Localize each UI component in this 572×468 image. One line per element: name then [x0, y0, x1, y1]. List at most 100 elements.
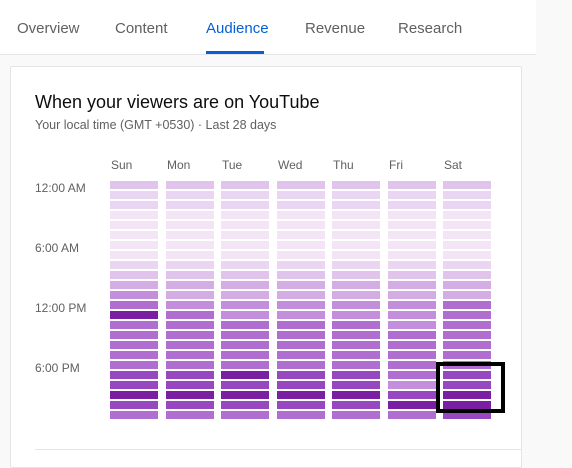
- heatmap-cell-sat-21[interactable]: [443, 391, 491, 399]
- heatmap-cell-wed-4[interactable]: [277, 221, 325, 229]
- heatmap-cell-sun-2[interactable]: [110, 201, 158, 209]
- heatmap-cell-wed-8[interactable]: [277, 261, 325, 269]
- heatmap-cell-fri-8[interactable]: [388, 261, 436, 269]
- heatmap-cell-sun-4[interactable]: [110, 221, 158, 229]
- heatmap-cell-fri-11[interactable]: [388, 291, 436, 299]
- heatmap-cell-thu-22[interactable]: [332, 401, 380, 409]
- heatmap-cell-mon-15[interactable]: [166, 331, 214, 339]
- heatmap-cell-tue-6[interactable]: [221, 241, 269, 249]
- heatmap-cell-mon-19[interactable]: [166, 371, 214, 379]
- heatmap-cell-thu-16[interactable]: [332, 341, 380, 349]
- heatmap-cell-tue-13[interactable]: [221, 311, 269, 319]
- heatmap-cell-thu-4[interactable]: [332, 221, 380, 229]
- heatmap-cell-wed-19[interactable]: [277, 371, 325, 379]
- heatmap-cell-sat-2[interactable]: [443, 201, 491, 209]
- heatmap-cell-sun-9[interactable]: [110, 271, 158, 279]
- heatmap-cell-sun-19[interactable]: [110, 371, 158, 379]
- heatmap-cell-fri-0[interactable]: [388, 181, 436, 189]
- heatmap-cell-mon-6[interactable]: [166, 241, 214, 249]
- heatmap-cell-mon-23[interactable]: [166, 411, 214, 419]
- heatmap-cell-thu-5[interactable]: [332, 231, 380, 239]
- heatmap-cell-wed-7[interactable]: [277, 251, 325, 259]
- heatmap-cell-fri-3[interactable]: [388, 211, 436, 219]
- heatmap-cell-mon-12[interactable]: [166, 301, 214, 309]
- heatmap-cell-fri-13[interactable]: [388, 311, 436, 319]
- heatmap-cell-mon-7[interactable]: [166, 251, 214, 259]
- heatmap-cell-fri-19[interactable]: [388, 371, 436, 379]
- heatmap-cell-sat-15[interactable]: [443, 331, 491, 339]
- heatmap-cell-sun-13[interactable]: [110, 311, 158, 319]
- heatmap-cell-wed-18[interactable]: [277, 361, 325, 369]
- heatmap-cell-thu-19[interactable]: [332, 371, 380, 379]
- heatmap-cell-mon-8[interactable]: [166, 261, 214, 269]
- heatmap-cell-fri-2[interactable]: [388, 201, 436, 209]
- heatmap-cell-sun-3[interactable]: [110, 211, 158, 219]
- heatmap-cell-thu-11[interactable]: [332, 291, 380, 299]
- heatmap-cell-fri-12[interactable]: [388, 301, 436, 309]
- heatmap-cell-wed-6[interactable]: [277, 241, 325, 249]
- heatmap-cell-thu-20[interactable]: [332, 381, 380, 389]
- heatmap-cell-tue-8[interactable]: [221, 261, 269, 269]
- heatmap-cell-thu-12[interactable]: [332, 301, 380, 309]
- heatmap-cell-wed-22[interactable]: [277, 401, 325, 409]
- heatmap-cell-wed-12[interactable]: [277, 301, 325, 309]
- heatmap-cell-thu-21[interactable]: [332, 391, 380, 399]
- heatmap-cell-fri-7[interactable]: [388, 251, 436, 259]
- heatmap-cell-wed-17[interactable]: [277, 351, 325, 359]
- heatmap-cell-thu-14[interactable]: [332, 321, 380, 329]
- heatmap-cell-sat-16[interactable]: [443, 341, 491, 349]
- heatmap-cell-tue-7[interactable]: [221, 251, 269, 259]
- heatmap-cell-fri-14[interactable]: [388, 321, 436, 329]
- tab-research[interactable]: Research: [398, 20, 463, 37]
- heatmap-cell-mon-18[interactable]: [166, 361, 214, 369]
- heatmap-cell-mon-1[interactable]: [166, 191, 214, 199]
- heatmap-cell-sat-7[interactable]: [443, 251, 491, 259]
- heatmap-cell-sat-8[interactable]: [443, 261, 491, 269]
- heatmap-cell-tue-5[interactable]: [221, 231, 269, 239]
- heatmap-cell-sat-19[interactable]: [443, 371, 491, 379]
- heatmap-cell-sun-15[interactable]: [110, 331, 158, 339]
- heatmap-cell-sun-8[interactable]: [110, 261, 158, 269]
- heatmap-cell-sat-20[interactable]: [443, 381, 491, 389]
- heatmap-cell-mon-16[interactable]: [166, 341, 214, 349]
- heatmap-cell-tue-3[interactable]: [221, 211, 269, 219]
- heatmap-cell-fri-18[interactable]: [388, 361, 436, 369]
- tab-audience[interactable]: Audience: [206, 20, 269, 37]
- heatmap-cell-tue-12[interactable]: [221, 301, 269, 309]
- heatmap-cell-fri-10[interactable]: [388, 281, 436, 289]
- heatmap-cell-tue-17[interactable]: [221, 351, 269, 359]
- heatmap-cell-fri-22[interactable]: [388, 401, 436, 409]
- heatmap-cell-tue-9[interactable]: [221, 271, 269, 279]
- heatmap-cell-sat-14[interactable]: [443, 321, 491, 329]
- heatmap-cell-tue-21[interactable]: [221, 391, 269, 399]
- heatmap-cell-sun-10[interactable]: [110, 281, 158, 289]
- heatmap-cell-tue-16[interactable]: [221, 341, 269, 349]
- heatmap-cell-sun-21[interactable]: [110, 391, 158, 399]
- heatmap-cell-sat-13[interactable]: [443, 311, 491, 319]
- heatmap-cell-mon-13[interactable]: [166, 311, 214, 319]
- heatmap-cell-fri-6[interactable]: [388, 241, 436, 249]
- heatmap-cell-sun-14[interactable]: [110, 321, 158, 329]
- heatmap-cell-mon-10[interactable]: [166, 281, 214, 289]
- heatmap-cell-wed-20[interactable]: [277, 381, 325, 389]
- heatmap-cell-wed-14[interactable]: [277, 321, 325, 329]
- heatmap-cell-sun-7[interactable]: [110, 251, 158, 259]
- heatmap-cell-sun-12[interactable]: [110, 301, 158, 309]
- heatmap-cell-fri-5[interactable]: [388, 231, 436, 239]
- heatmap-cell-tue-0[interactable]: [221, 181, 269, 189]
- heatmap-cell-tue-22[interactable]: [221, 401, 269, 409]
- heatmap-cell-thu-15[interactable]: [332, 331, 380, 339]
- heatmap-cell-mon-21[interactable]: [166, 391, 214, 399]
- heatmap-cell-thu-9[interactable]: [332, 271, 380, 279]
- heatmap-cell-fri-23[interactable]: [388, 411, 436, 419]
- heatmap-cell-mon-5[interactable]: [166, 231, 214, 239]
- heatmap-cell-sun-11[interactable]: [110, 291, 158, 299]
- heatmap-cell-fri-15[interactable]: [388, 331, 436, 339]
- heatmap-cell-mon-11[interactable]: [166, 291, 214, 299]
- heatmap-cell-wed-2[interactable]: [277, 201, 325, 209]
- heatmap-cell-sat-17[interactable]: [443, 351, 491, 359]
- heatmap-cell-fri-1[interactable]: [388, 191, 436, 199]
- heatmap-cell-sun-23[interactable]: [110, 411, 158, 419]
- heatmap-cell-thu-6[interactable]: [332, 241, 380, 249]
- heatmap-cell-sat-5[interactable]: [443, 231, 491, 239]
